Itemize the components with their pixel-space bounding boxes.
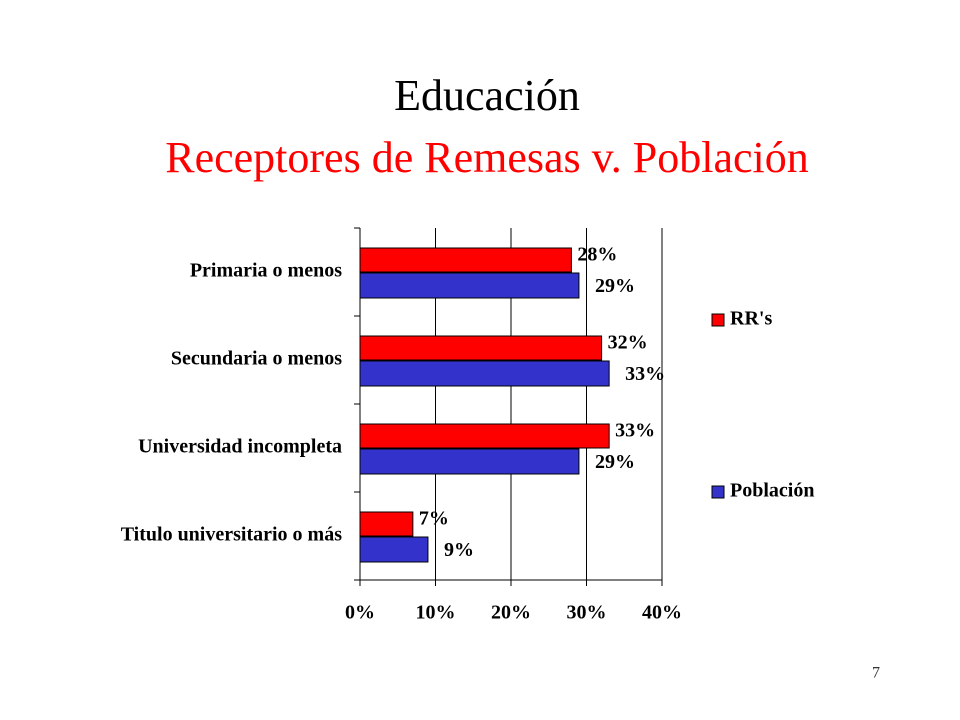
- value-label: 7%: [419, 508, 449, 530]
- bar: [359, 247, 572, 273]
- value-label: 29%: [595, 451, 635, 473]
- legend-swatch: [711, 485, 725, 499]
- bar: [359, 511, 414, 537]
- value-label: 9%: [444, 539, 474, 561]
- chart-title: Educación: [394, 71, 580, 120]
- bar: [359, 448, 580, 475]
- legend-label: Población: [730, 480, 814, 502]
- x-tick-label: 20%: [491, 602, 531, 624]
- x-tick-label: 10%: [416, 602, 456, 624]
- x-tick-label: 40%: [642, 602, 682, 624]
- value-label: 29%: [595, 275, 635, 297]
- chart-subtitle: Receptores de Remesas v. Población: [165, 133, 809, 182]
- bar: [359, 423, 610, 449]
- y-tick-label: Secundaria o menos: [171, 348, 342, 370]
- bar: [359, 335, 603, 361]
- bar: [359, 536, 429, 563]
- bar: [359, 272, 580, 299]
- value-label: 33%: [625, 363, 665, 385]
- page-number: 7: [872, 665, 880, 682]
- legend-swatch: [711, 313, 725, 327]
- y-tick-label: Primaria o menos: [190, 260, 342, 282]
- value-label: 33%: [615, 420, 655, 442]
- value-label: 28%: [577, 244, 617, 266]
- bar: [359, 360, 610, 387]
- x-tick-label: 30%: [567, 602, 607, 624]
- x-tick-label: 0%: [345, 602, 375, 624]
- y-tick-label: Titulo universitario o más: [121, 524, 343, 546]
- y-tick-label: Universidad incompleta: [138, 436, 342, 458]
- value-label: 32%: [608, 332, 648, 354]
- legend-label: RR's: [730, 308, 772, 330]
